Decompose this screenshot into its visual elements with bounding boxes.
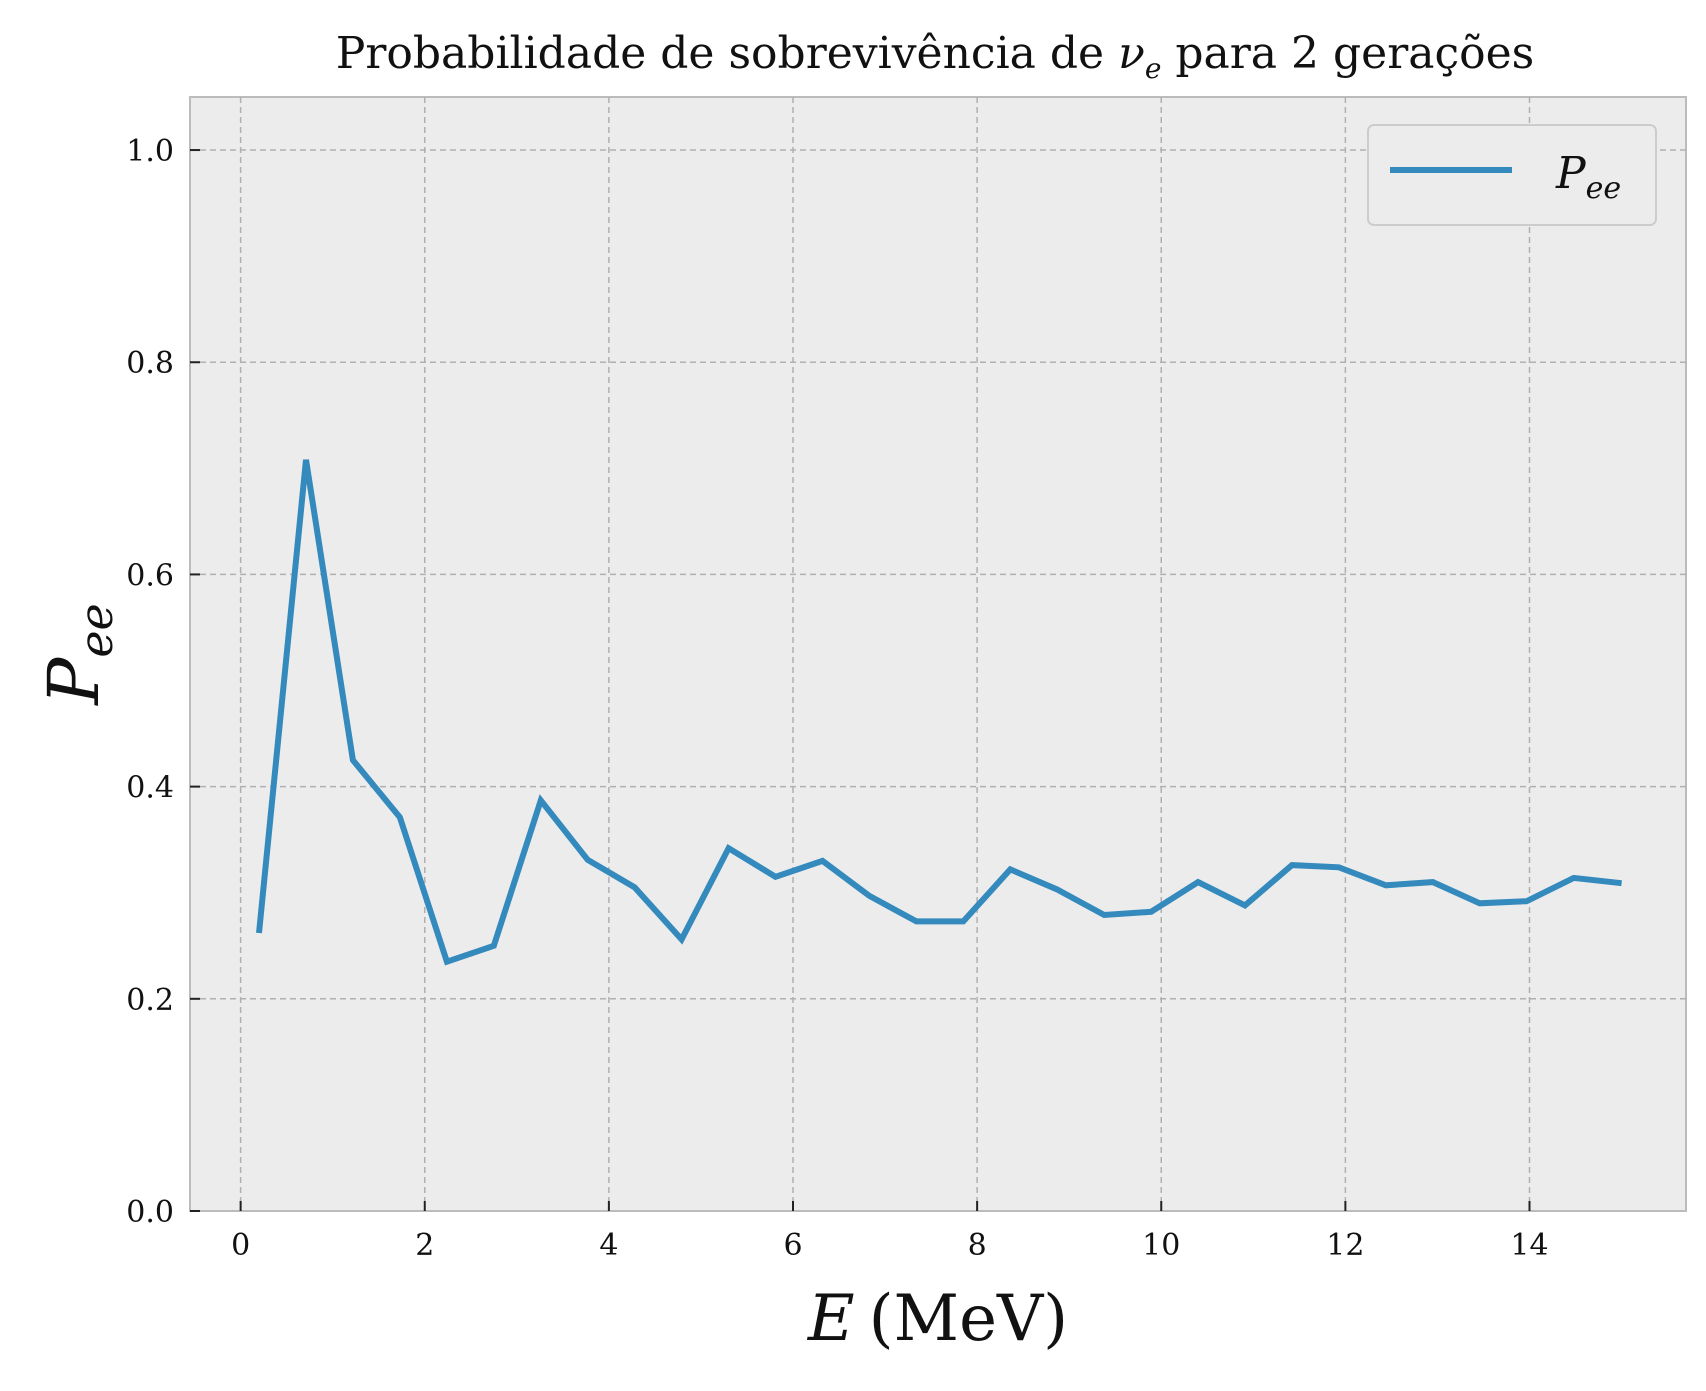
y-axis-title: Pee [33, 603, 123, 707]
y-axis-title-symbol: P [33, 656, 115, 707]
chart-title-prefix: Probabilidade de sobrevivência de [336, 28, 1118, 79]
x-tick-label: 4 [599, 1228, 618, 1263]
x-axis-title-unit: (MeV) [869, 1282, 1069, 1356]
chart-title-suffix: para 2 gerações [1161, 28, 1534, 79]
series-line-pee [256, 459, 1622, 966]
y-tick-label: 0.8 [126, 346, 174, 381]
x-tick-label: 10 [1142, 1228, 1180, 1263]
legend-label-symbol: P [1555, 148, 1587, 199]
chart-title-symbol-subscript: e [1145, 52, 1162, 85]
x-axis-title: E (MeV) [807, 1282, 1068, 1356]
y-tick-label: 0.0 [126, 1195, 174, 1230]
chart-title-symbol: ν [1118, 28, 1145, 79]
y-tick-label: 1.0 [126, 134, 174, 169]
grid-lines [190, 97, 1686, 1211]
y-axis-title-subscript: ee [69, 603, 123, 657]
y-tick-label: 0.6 [126, 558, 174, 593]
y-tick-label: 0.2 [126, 983, 174, 1018]
legend-box [1367, 124, 1657, 226]
x-tick-label: 0 [231, 1228, 250, 1263]
chart-title: Probabilidade de sobrevivência de νe par… [336, 28, 1534, 85]
x-tick-label: 8 [968, 1228, 987, 1263]
x-tick-label: 2 [415, 1228, 434, 1263]
x-axis-ticks: 0 2 4 6 8 10 12 14 [231, 1201, 1549, 1263]
x-tick-label: 12 [1326, 1228, 1364, 1263]
plot-area [189, 96, 1687, 1212]
legend: Pee [1367, 124, 1657, 226]
y-axis-ticks: 0.0 0.2 0.4 0.6 0.8 1.0 [126, 134, 200, 1230]
series-layer [256, 459, 1622, 966]
y-tick-label: 0.4 [126, 771, 174, 806]
legend-label: Pee [1555, 148, 1621, 206]
x-axis-title-symbol: E [807, 1282, 855, 1356]
x-tick-label: 14 [1510, 1228, 1548, 1263]
x-tick-label: 6 [783, 1228, 802, 1263]
legend-label-subscript: ee [1586, 171, 1622, 206]
